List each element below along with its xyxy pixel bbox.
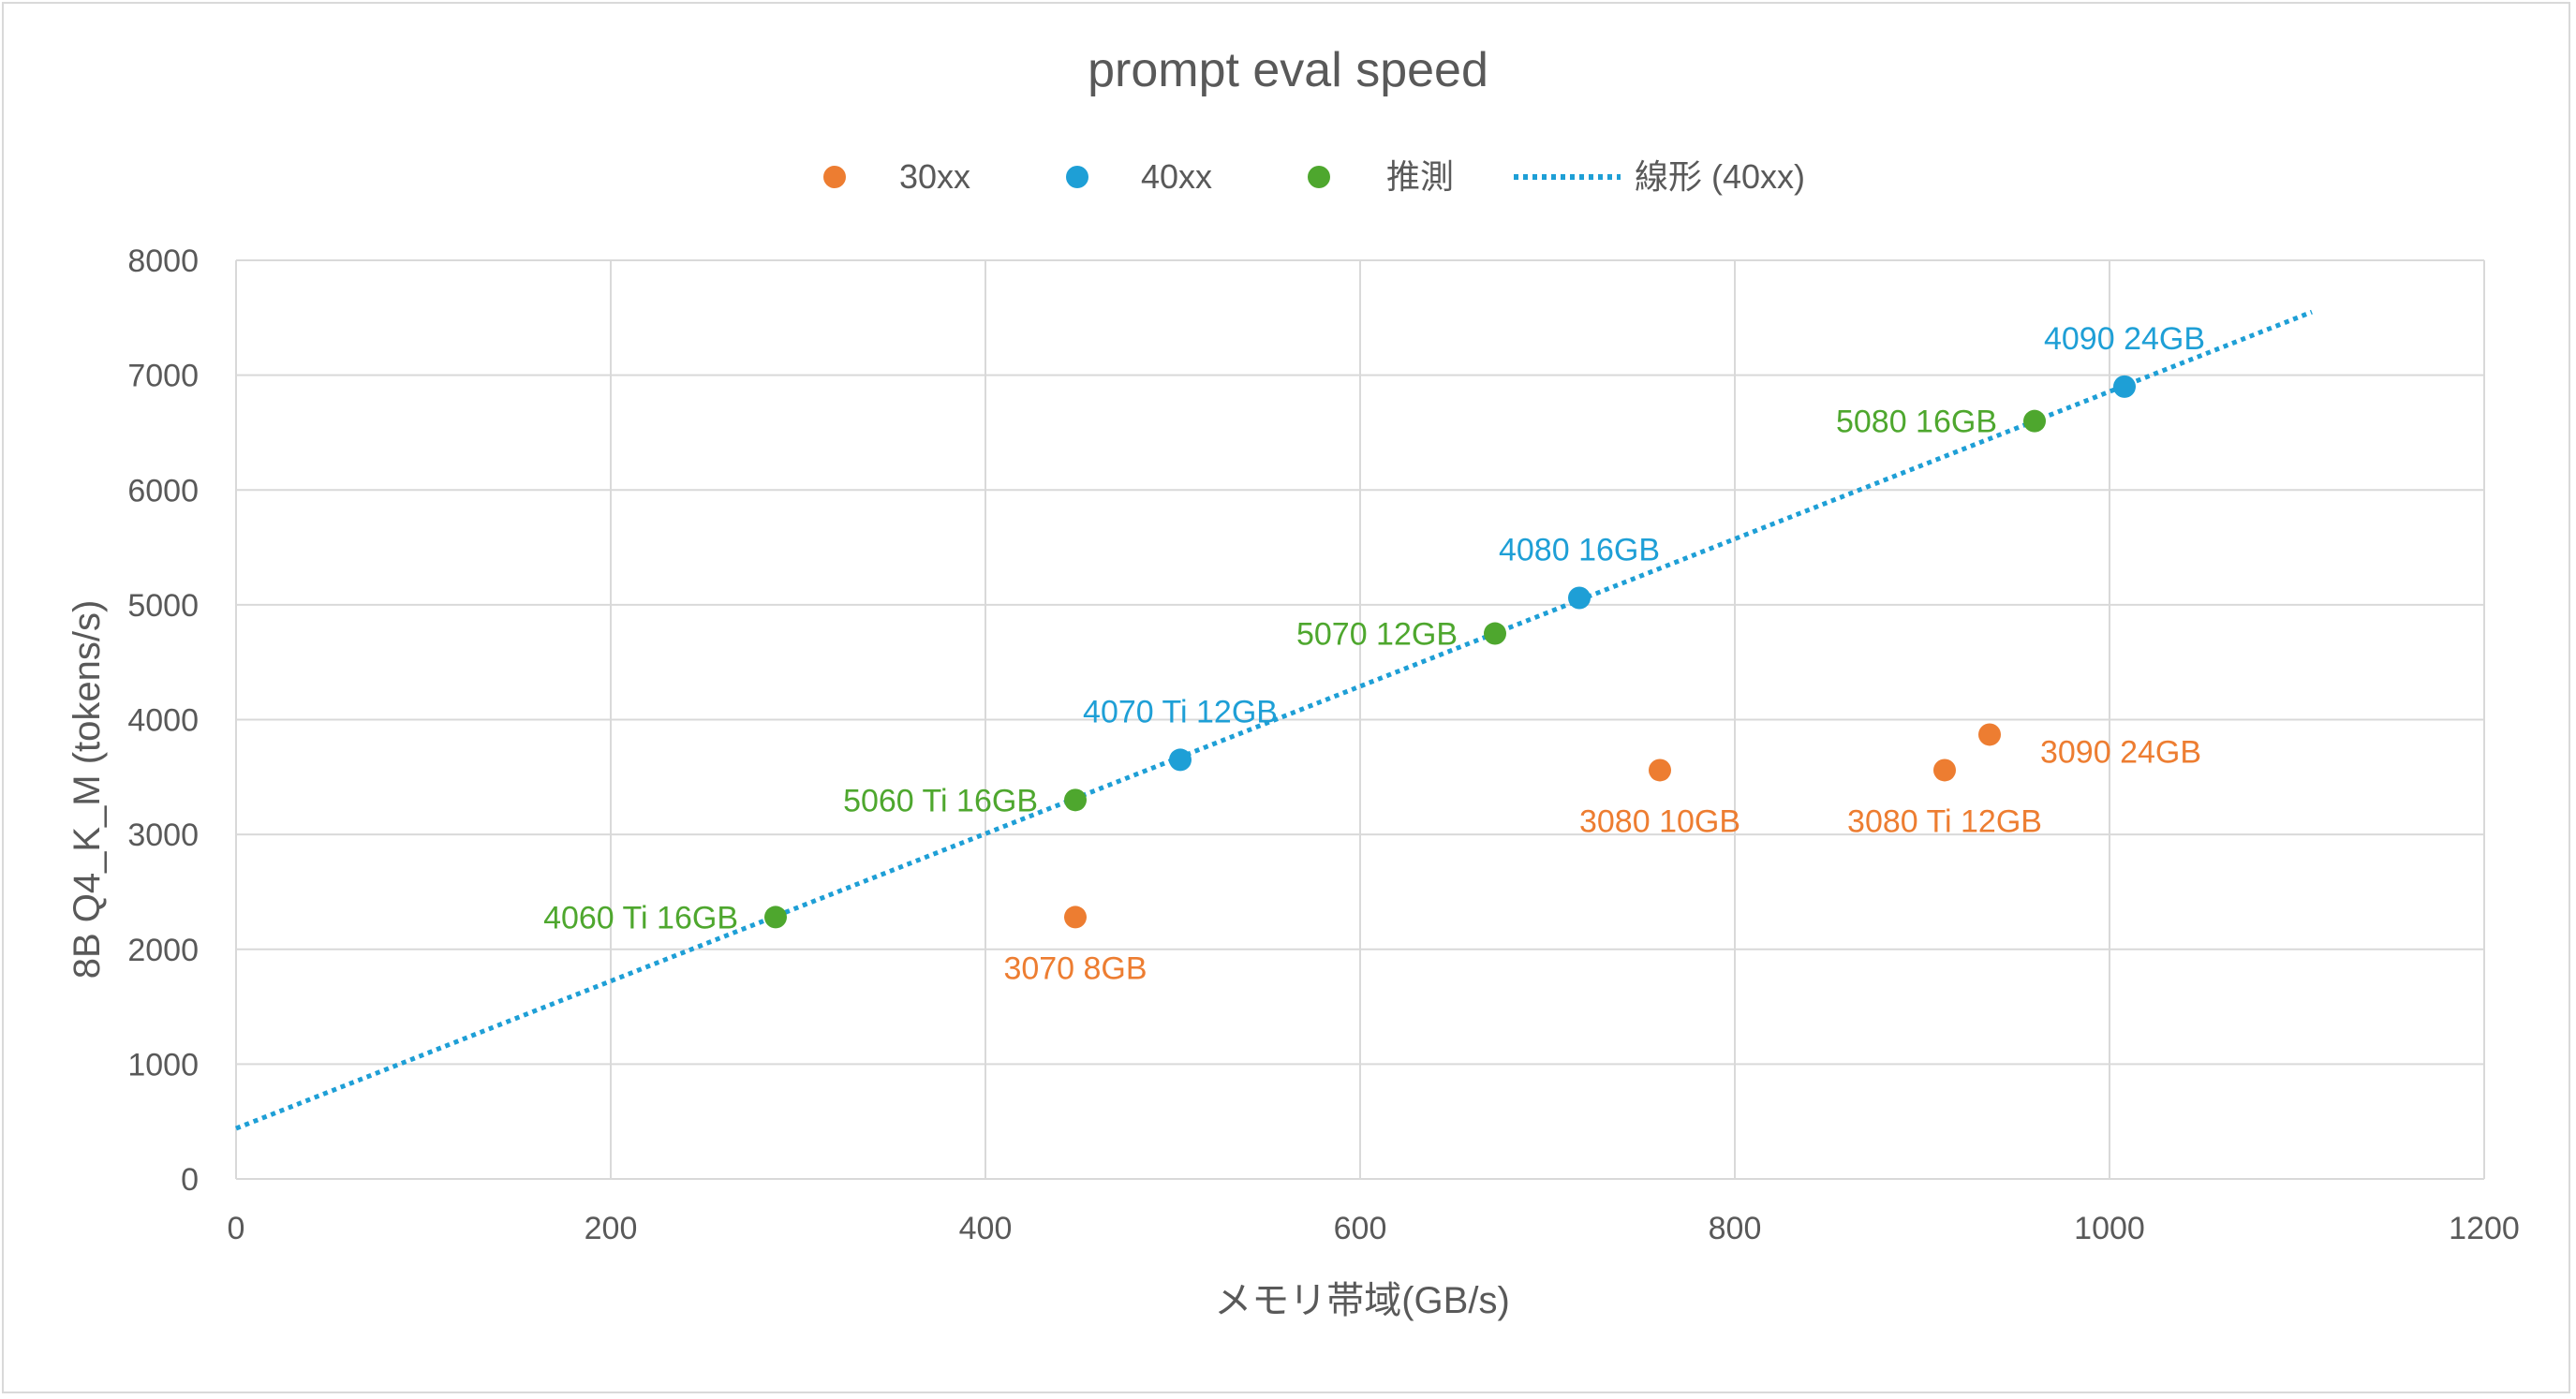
x-axis-title: メモリ帯域(GB/s)	[1214, 1280, 1510, 1321]
trendline-40xx	[235, 309, 2313, 1131]
gridlines	[235, 259, 2485, 1180]
legend-marker-guess	[1308, 166, 1330, 188]
data-label-40xx: 4080 16GB	[1499, 533, 1660, 568]
chart-title: prompt eval speed	[1088, 43, 1488, 97]
x-tick-label: 1000	[2074, 1211, 2145, 1246]
y-tick-label: 0	[181, 1162, 199, 1198]
point-40xx	[1169, 748, 1192, 772]
legend-label-40xx: 40xx	[1141, 157, 1212, 196]
point-40xx	[2113, 375, 2136, 398]
y-tick-label: 4000	[127, 703, 199, 739]
legend-label-trendline: 線形 (40xx)	[1635, 157, 1805, 196]
data-label-guess: 5070 12GB	[1296, 617, 1458, 653]
legend-marker-30xx	[823, 166, 846, 188]
point-guess	[764, 906, 787, 929]
y-tick-label: 6000	[127, 473, 199, 508]
x-tick-label: 800	[1709, 1211, 1762, 1246]
y-tick-label: 1000	[127, 1047, 199, 1082]
point-40xx	[1568, 586, 1591, 610]
x-tick-label: 600	[1334, 1211, 1387, 1246]
point-guess	[1484, 622, 1506, 645]
y-tick-labels: 0 1000 2000 3000 4000 5000 6000 7000 8000	[127, 243, 199, 1198]
y-tick-label: 5000	[127, 588, 199, 624]
data-label-guess: 4060 Ti 16GB	[543, 900, 738, 935]
data-label-guess: 5060 Ti 16GB	[843, 783, 1038, 818]
point-30xx	[1933, 758, 1956, 782]
data-label-30xx: 3070 8GB	[1003, 950, 1147, 986]
point-guess	[2023, 409, 2046, 433]
point-30xx	[1064, 906, 1087, 929]
y-tick-label: 7000	[127, 359, 199, 394]
x-tick-label: 200	[585, 1211, 638, 1246]
point-30xx	[1649, 758, 1671, 782]
x-tick-label: 400	[959, 1211, 1013, 1246]
data-points	[764, 375, 2136, 929]
y-axis-title: 8B Q4_K_M (tokens/s)	[67, 600, 108, 979]
data-labels: 3070 8GB 3080 10GB 3080 Ti 12GB 3090 24GB 40…	[543, 321, 2205, 987]
data-label-guess: 5080 16GB	[1836, 405, 1997, 440]
point-30xx	[1978, 723, 2001, 746]
data-label-30xx: 3090 24GB	[2040, 734, 2201, 770]
legend-label-guess: 推測	[1386, 157, 1454, 196]
y-tick-label: 8000	[127, 243, 199, 279]
legend-marker-40xx	[1066, 166, 1088, 188]
x-tick-label: 1200	[2449, 1211, 2520, 1246]
y-tick-label: 2000	[127, 933, 199, 968]
legend: 30xx 40xx 推測 線形 (40xx)	[823, 157, 1805, 196]
point-guess	[1064, 788, 1087, 812]
trendline-group	[235, 309, 2313, 1131]
data-label-40xx: 4070 Ti 12GB	[1083, 694, 1278, 729]
legend-label-30xx: 30xx	[899, 157, 970, 196]
data-label-30xx: 3080 Ti 12GB	[1847, 803, 2042, 839]
data-label-40xx: 4090 24GB	[2044, 321, 2205, 357]
data-label-30xx: 3080 10GB	[1579, 803, 1740, 839]
y-tick-label: 3000	[127, 817, 199, 853]
x-tick-label: 0	[228, 1211, 245, 1246]
x-tick-labels: 0 200 400 600 800 1000 1200	[228, 1211, 2520, 1246]
